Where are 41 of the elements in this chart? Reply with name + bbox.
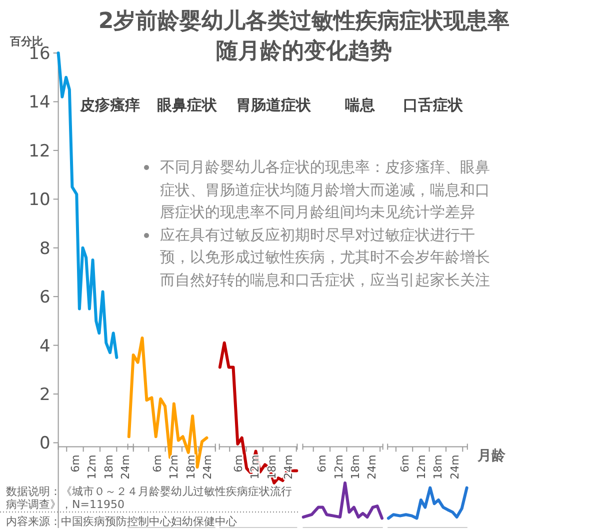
text: 皮疹瘙痒	[79, 96, 140, 114]
text: 喘息	[345, 96, 376, 114]
y-tick-label: 4	[39, 336, 50, 356]
x-tick-label: 18m	[432, 454, 445, 480]
x-tick-label: 24m	[366, 454, 379, 480]
text: 胃肠道症状	[236, 96, 312, 114]
x-tick-label: 12m	[414, 454, 428, 480]
y-tick-label: 8	[39, 238, 50, 259]
x-tick-label: 12m	[332, 454, 346, 480]
y-tick-label: 6	[39, 288, 50, 308]
y-axis-title: 百分比	[9, 35, 43, 48]
y-tick-label: 10	[28, 190, 50, 210]
annotation: 不同月龄婴幼儿各症状的现患率：皮疹瘙痒、眼鼻症状、胃肠道症状均随月龄增大而递减，喘息和口唇症状的现患率不同月龄组间均未见统计学差异	[160, 158, 490, 221]
x-tick-label: 12m	[168, 454, 181, 480]
x-axis-title: 月龄	[476, 448, 506, 464]
x-tick-label: 18m	[349, 454, 362, 480]
x-tick-label: 24m	[201, 454, 214, 480]
text: 眼鼻症状	[157, 96, 218, 114]
x-tick-label: 24m	[282, 454, 296, 480]
x-tick-label: 6m	[316, 454, 329, 472]
x-tick-label: 18m	[102, 454, 116, 480]
y-tick-label: 0	[39, 434, 50, 454]
y-tick-label: 2	[39, 385, 50, 406]
y-tick-label: 14	[28, 92, 50, 113]
y-tick-label: 12	[28, 141, 50, 162]
x-tick-label: 6m	[232, 454, 245, 472]
annotation: 应在具有过敏反应初期时尽早对过敏症状进行干预，以免形成过敏性疾病，尤其时不会岁年龄增长而自然好转的喘息和口舌症状，应当引起家长关注	[160, 226, 490, 288]
x-tick-label: 24m	[448, 454, 462, 480]
x-tick-label: 12m	[86, 454, 99, 480]
annotation: 数据说明：《城市０～２４月龄婴幼儿过敏性疾病症状流行病学调查》，N=11950	[6, 485, 293, 511]
x-tick-label: 24m	[119, 454, 132, 480]
text: 2岁前龄婴幼儿各类过敏性疾病症状现患率	[97, 8, 511, 36]
x-tick-label: 6m	[398, 454, 412, 472]
x-tick-label: 6m	[150, 454, 164, 472]
text: 随月龄的变化趋势	[216, 39, 392, 64]
x-tick-label: 6m	[68, 454, 82, 472]
x-tick-label: 18m	[184, 454, 198, 480]
x-tick-label: 12m	[248, 454, 262, 480]
annotation: 内容来源：中国疾病预防控制中心妇幼保健中心	[6, 514, 237, 529]
x-tick-label: 18m	[265, 454, 278, 480]
text: 口舌症状	[403, 96, 464, 114]
